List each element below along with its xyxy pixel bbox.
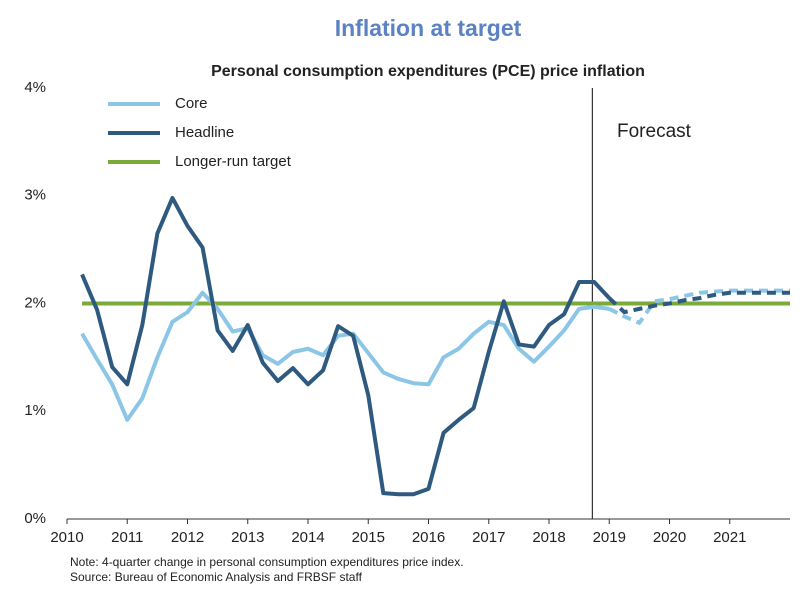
y-tick-label: 3% — [24, 187, 46, 204]
x-tick-label: 2020 — [653, 529, 686, 546]
x-tick-label: 2021 — [713, 529, 746, 546]
note: Note: 4-quarter change in personal consu… — [70, 555, 464, 569]
y-tick-label: 0% — [24, 510, 46, 527]
x-tick-label: 2017 — [472, 529, 505, 546]
x-tick-label: 2015 — [352, 529, 385, 546]
x-tick-label: 2012 — [171, 529, 204, 546]
x-tick-label: 2018 — [532, 529, 565, 546]
y-tick-label: 1% — [24, 402, 46, 419]
forecast-label: Forecast — [617, 121, 692, 142]
legend-label: Core — [175, 95, 208, 112]
series-line — [607, 290, 790, 315]
x-tick-label: 2014 — [291, 529, 324, 546]
x-tick-label: 2010 — [50, 529, 83, 546]
x-tick-label: 2016 — [412, 529, 445, 546]
chart-title: Inflation at target — [335, 15, 522, 41]
series-line — [80, 290, 610, 422]
legend-label: Longer-run target — [175, 153, 292, 170]
x-tick-label: 2011 — [111, 529, 143, 546]
y-tick-label: 4% — [24, 79, 46, 96]
legend-label: Headline — [175, 124, 234, 141]
x-tick-label: 2019 — [593, 529, 626, 546]
series-line — [608, 288, 790, 325]
source: Source: Bureau of Economic Analysis and … — [70, 570, 363, 584]
chart-subtitle: Personal consumption expenditures (PCE) … — [211, 63, 645, 80]
y-tick-label: 2% — [24, 294, 46, 311]
series-line — [80, 195, 611, 497]
x-tick-label: 2013 — [231, 529, 264, 546]
